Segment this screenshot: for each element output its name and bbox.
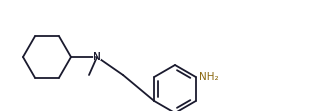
Text: N: N xyxy=(93,52,101,62)
Text: NH₂: NH₂ xyxy=(199,72,218,82)
Text: N: N xyxy=(93,52,101,62)
Text: N: N xyxy=(92,51,102,63)
